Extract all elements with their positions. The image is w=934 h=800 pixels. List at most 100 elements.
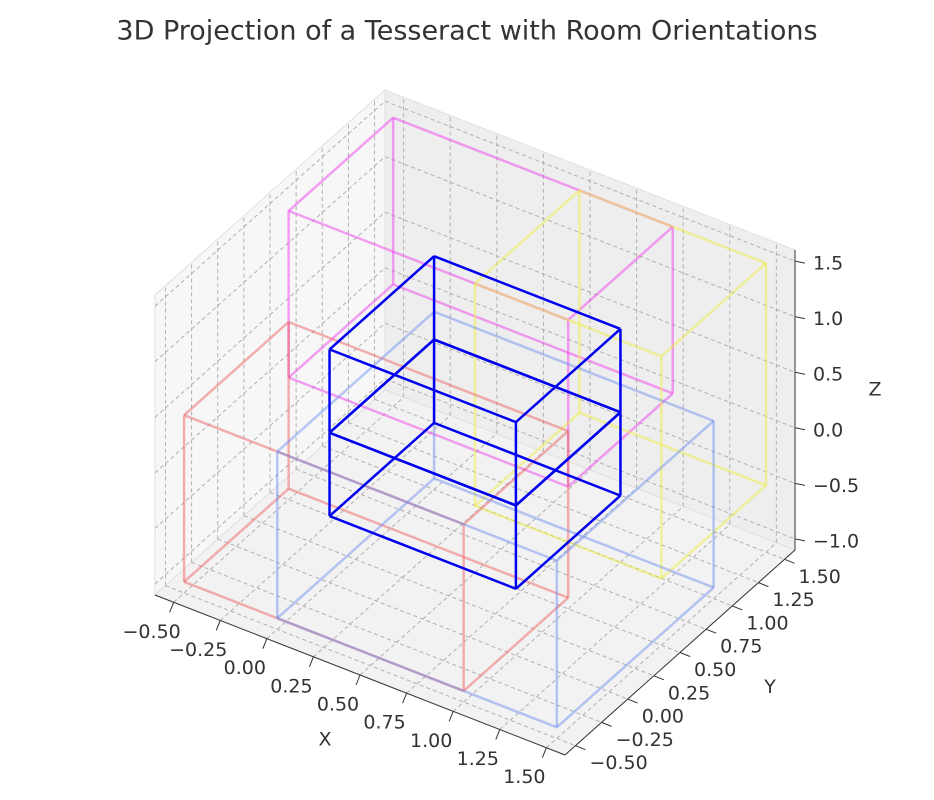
z-tick-label: −0.5 <box>813 475 859 497</box>
grid-line <box>173 396 404 603</box>
box-edge <box>328 421 435 517</box>
box-edge <box>288 487 569 599</box>
z-tick-label: 1.5 <box>813 253 843 275</box>
box-edge <box>287 283 395 379</box>
y-tick-label: −0.50 <box>589 752 647 774</box>
z-axis-label: Z <box>868 379 881 401</box>
box-edge <box>183 487 290 583</box>
box-edge <box>579 189 767 265</box>
x-tick-label: 0.50 <box>317 694 359 716</box>
tick-mark <box>794 427 806 431</box>
box-edge <box>183 321 290 417</box>
x-axis-label: X <box>318 729 331 751</box>
tick-mark <box>262 638 268 649</box>
grid-line <box>406 487 637 694</box>
tick-mark <box>794 538 806 542</box>
tick-mark <box>355 674 361 686</box>
box-edge <box>329 348 517 424</box>
x-tick-label: 1.00 <box>410 730 452 752</box>
z-tick-label: 0.5 <box>813 364 843 386</box>
tick-mark <box>794 371 806 375</box>
grid-line <box>154 322 386 529</box>
box-edge <box>660 484 767 580</box>
x-tick-label: −0.50 <box>123 621 181 643</box>
x-tick-label: −0.25 <box>169 639 227 661</box>
y-tick-label: 0.50 <box>694 659 736 681</box>
tick-mark <box>402 692 408 704</box>
box-edge <box>433 310 715 423</box>
box-edge <box>328 338 435 434</box>
tick-mark <box>679 652 691 657</box>
tick-mark <box>794 482 806 486</box>
grid-line <box>154 156 386 363</box>
box-edge <box>287 116 395 212</box>
chart-title: 3D Projection of a Tesseract with Room O… <box>116 16 817 47</box>
box-edge <box>329 431 517 507</box>
grid-line <box>384 378 796 540</box>
box-edge <box>183 580 465 693</box>
box-edge <box>183 414 465 526</box>
tick-mark <box>575 745 586 751</box>
grid-line <box>295 468 707 630</box>
grid-line <box>154 211 386 418</box>
tick-mark <box>169 602 175 613</box>
x-tick-label: 0.25 <box>270 675 312 697</box>
z-tick-label: 0.0 <box>813 419 843 441</box>
box-edge <box>392 283 674 395</box>
box-edge <box>433 477 715 589</box>
box-edge <box>515 411 622 507</box>
x-tick-label: 1.25 <box>457 748 499 770</box>
tick-mark <box>541 747 547 758</box>
tick-mark <box>653 675 665 681</box>
grid-line <box>499 524 731 730</box>
box-edge <box>288 320 569 433</box>
z-tick-label: 1.0 <box>813 308 843 330</box>
box-edge <box>474 189 581 285</box>
box-edge <box>276 617 558 729</box>
y-axis-line <box>564 549 796 756</box>
y-tick-label: −0.25 <box>616 729 674 751</box>
grid-line <box>217 538 628 700</box>
tick-mark <box>705 628 717 634</box>
tick-mark <box>308 656 314 668</box>
grid-line <box>191 561 602 723</box>
box-edge <box>660 262 767 358</box>
tick-mark <box>495 729 501 740</box>
y-tick-label: 1.25 <box>772 589 814 611</box>
y-tick-label: 0.00 <box>642 706 684 728</box>
box-edge <box>579 411 767 487</box>
box-edge <box>462 596 570 692</box>
box-edge <box>555 419 715 562</box>
x-tick-label: 0.00 <box>224 657 266 679</box>
grid-line <box>384 267 796 429</box>
grid-line <box>243 515 655 677</box>
box-edge <box>276 450 558 562</box>
y-tick-label: 0.75 <box>720 636 762 658</box>
x-axis-line <box>154 594 566 756</box>
grid-line <box>452 505 684 712</box>
box-edge <box>433 421 621 497</box>
x-tick-label: 1.50 <box>503 766 545 788</box>
tick-mark <box>758 582 769 588</box>
box-edge <box>433 338 621 414</box>
tick-mark <box>448 711 454 722</box>
tick-mark <box>794 260 806 264</box>
grid-line <box>165 585 576 747</box>
tick-mark <box>784 558 795 564</box>
z-tick-label: −1.0 <box>813 530 859 552</box>
grid-line <box>384 100 796 262</box>
x-tick-label: 0.75 <box>363 712 405 734</box>
tick-mark <box>732 605 743 611</box>
y-tick-label: 1.50 <box>799 566 841 588</box>
box-edge <box>276 310 435 453</box>
tick-mark <box>215 620 221 631</box>
grid-line <box>384 322 796 484</box>
box-edge <box>567 225 674 321</box>
grid-line <box>154 100 386 307</box>
grid-line <box>154 267 386 474</box>
y-tick-label: 0.25 <box>668 682 710 704</box>
y-tick-label: 1.00 <box>746 612 788 634</box>
box-edge <box>515 494 622 590</box>
box-edge <box>288 376 569 488</box>
